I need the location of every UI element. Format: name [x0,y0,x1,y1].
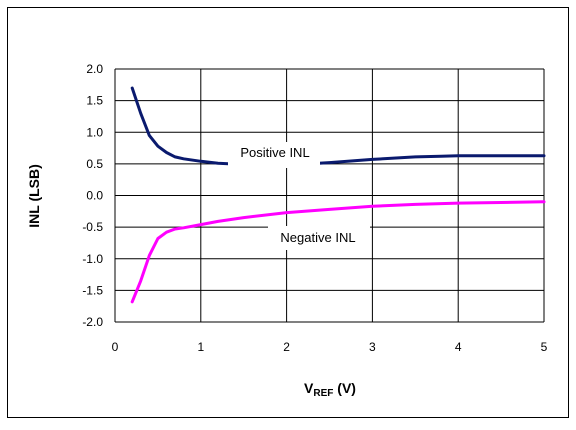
x-axis-label-subscript: REF [313,388,333,399]
y-tick-label: 1.5 [86,94,103,108]
x-axis-label-main: V [304,380,314,396]
y-tick-label: 2.0 [86,62,103,76]
series-labels: Positive INL Negative INL [228,142,370,250]
x-axis-label: VREF (V) [304,380,356,399]
x-tick-label: 4 [455,340,462,354]
y-tick-label: -1.5 [82,283,103,297]
series-line-negative-inl [130,200,546,304]
grid-layer [114,68,545,323]
negative-inl-label-bg [268,226,370,250]
x-tick-label: 0 [112,340,119,354]
negative-inl-label: Negative INL [280,230,355,245]
y-tick-label: 0.5 [86,157,103,171]
y-tick-label: -1.0 [82,252,103,266]
y-axis-label: INL (LSB) [26,164,42,228]
x-tick-label: 5 [541,340,548,354]
x-tick-label: 1 [197,340,204,354]
positive-inl-label-bg [228,142,320,168]
tick-layer: 2.0 1.5 1.0 0.5 0.0 -0.5 -1.0 -1.5 -2.0 0 1 2 3 4 5 [82,62,547,354]
positive-inl-label: Positive INL [240,145,309,160]
x-tick-label: 3 [369,340,376,354]
y-tick-label: 1.0 [86,125,103,139]
y-tick-label: -2.0 [82,315,103,329]
x-tick-label: 2 [283,340,290,354]
x-axis-label-unit: (V) [333,380,356,396]
y-tick-label: 0.0 [86,189,103,203]
y-tick-label: -0.5 [82,220,103,234]
